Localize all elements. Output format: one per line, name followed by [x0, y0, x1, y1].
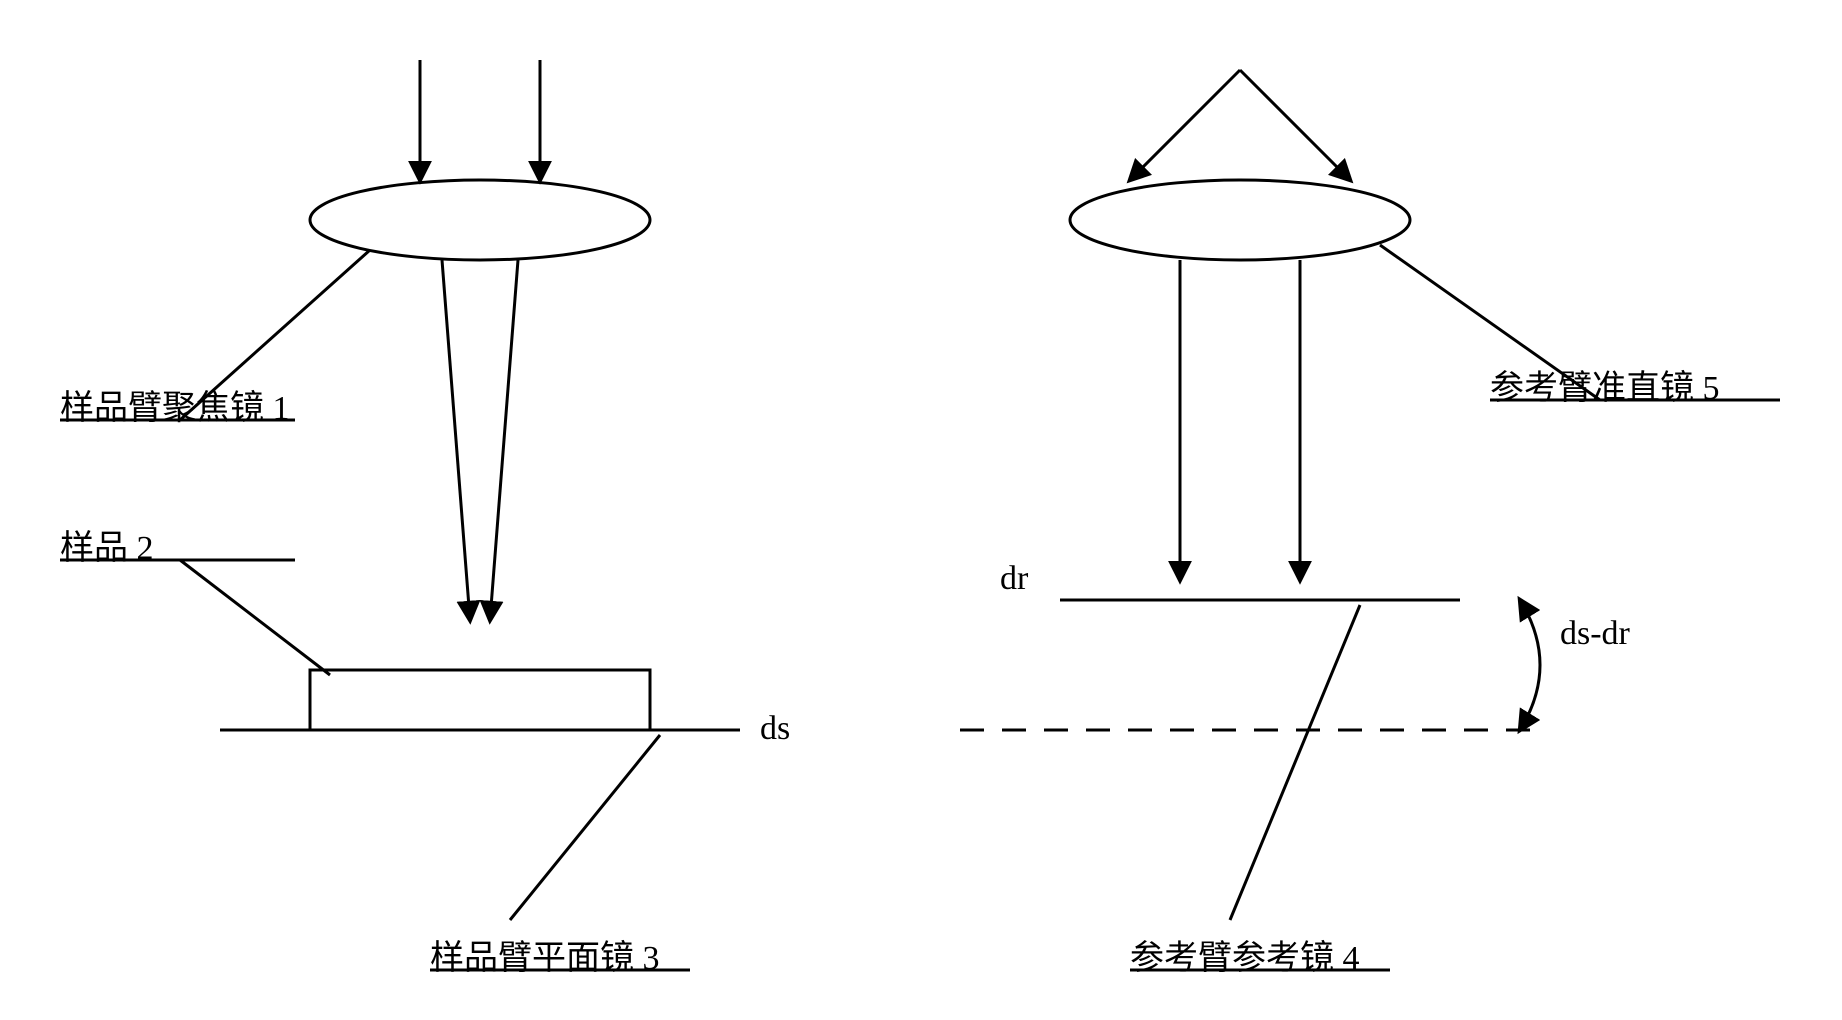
reference-arm-collimating-lens	[1070, 180, 1410, 260]
sample-block	[310, 670, 650, 730]
label-dr: dr	[1000, 560, 1028, 598]
label-reference-arm-mirror: 参考臂参考镜 4	[1130, 930, 1360, 979]
diagram-canvas	[0, 0, 1842, 1020]
label-ds-minus-dr: ds-dr	[1560, 615, 1630, 653]
label-ds: ds	[760, 710, 790, 748]
label-sample-arm-focus-lens: 样品臂聚焦镜 1	[60, 380, 290, 429]
sample-arm-focus-lens	[310, 180, 650, 260]
dimension-ds-minus-dr	[1520, 600, 1540, 730]
label-sample-arm-plane-mirror: 样品臂平面镜 3	[430, 930, 660, 979]
leader-sample-plane-mirror	[510, 735, 660, 920]
leader-ref-mirror	[1230, 605, 1360, 920]
leader-sample	[180, 560, 330, 675]
label-sample: 样品 2	[60, 520, 154, 569]
label-reference-arm-collimator: 参考臂准直镜 5	[1490, 360, 1720, 409]
